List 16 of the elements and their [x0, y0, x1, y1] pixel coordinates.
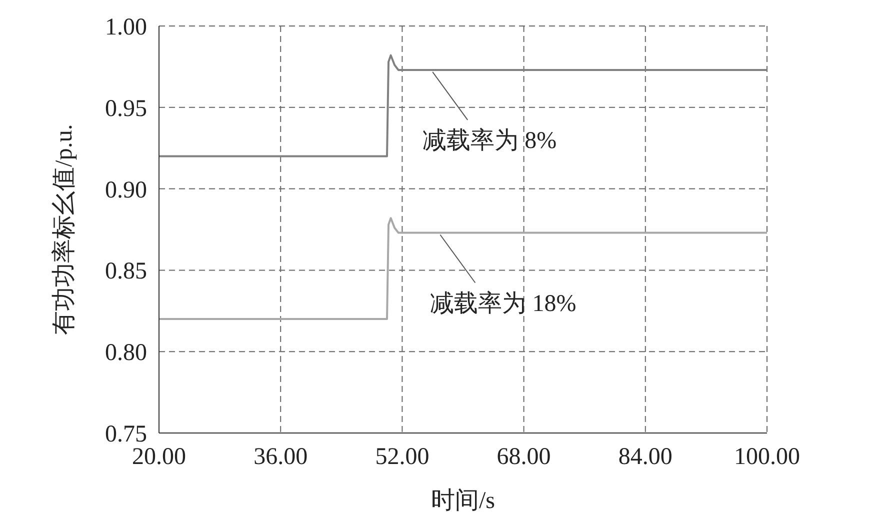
- x-tick-label: 68.00: [496, 444, 551, 470]
- y-tick-label: 0.95: [105, 96, 147, 122]
- y-tick-label: 0.90: [105, 177, 147, 204]
- x-axis-title: 时间/s: [430, 488, 496, 514]
- annotation: 减载率为 18%: [430, 290, 576, 317]
- x-tick-label: 52.00: [375, 444, 430, 470]
- y-tick-label: 0.85: [105, 258, 147, 285]
- y-tick-label: 1.00: [105, 14, 147, 41]
- x-tick-label: 100.00: [734, 444, 800, 470]
- x-tick-label: 36.00: [254, 444, 308, 470]
- y-axis-title: 有功功率标幺值/p.u.: [50, 124, 78, 335]
- line-series: [159, 54, 767, 158]
- x-tick-label: 84.00: [618, 444, 672, 470]
- y-tick-label: 0.80: [105, 340, 147, 366]
- line-series: [159, 217, 767, 320]
- annotation: 减载率为 8%: [422, 126, 557, 154]
